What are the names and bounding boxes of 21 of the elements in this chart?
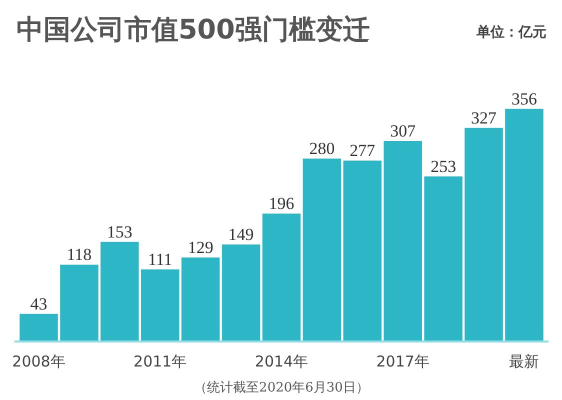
- x-tick-label: 最新: [509, 352, 540, 370]
- data-label: 118: [66, 245, 92, 264]
- data-label: 307: [390, 121, 416, 140]
- x-tick-label: 2017年: [376, 352, 430, 370]
- data-label: 356: [511, 89, 537, 108]
- x-tick-label: 2014年: [254, 352, 308, 370]
- data-label: 196: [268, 194, 294, 214]
- data-label: 327: [471, 108, 498, 128]
- data-label: 43: [30, 294, 48, 314]
- text: （统计截至2020年6月30日）: [194, 380, 369, 396]
- data-label: 149: [228, 224, 254, 244]
- chart-title: 中国公司市值500强门槛变迁: [16, 14, 370, 46]
- data-label: 129: [188, 238, 214, 258]
- data-label: 153: [106, 222, 132, 242]
- data-label: 277: [350, 141, 376, 160]
- data-label: 280: [309, 139, 335, 158]
- x-tick-label: 2008年: [12, 352, 66, 370]
- x-tick-label: 2011年: [134, 352, 187, 370]
- data-label: 253: [430, 156, 456, 176]
- chart-subtitle: 单位：亿元: [475, 24, 546, 40]
- data-label: 111: [148, 250, 172, 269]
